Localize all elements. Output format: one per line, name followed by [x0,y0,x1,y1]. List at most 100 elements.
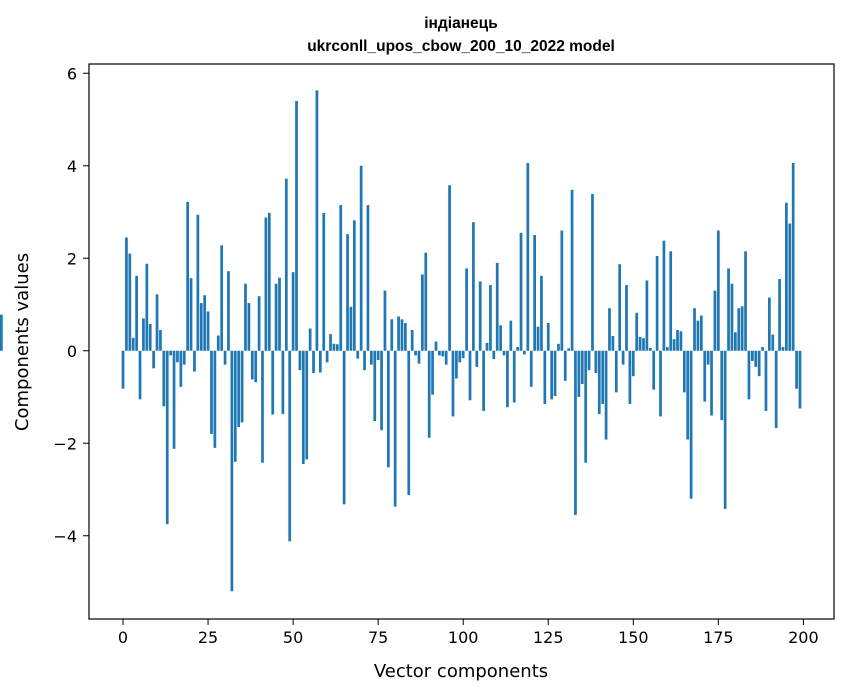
bar-141 [601,350,605,404]
bar-78 [387,350,390,468]
bar-series [0,90,802,592]
bar-110 [495,262,499,351]
bar-11 [159,329,162,351]
bar-73 [369,350,373,365]
bar-82 [400,319,404,351]
bar-8 [148,323,152,351]
bar-176 [720,350,724,421]
bar-199 [798,350,802,409]
bar-126 [550,350,554,400]
bar-1 [125,237,128,351]
bar-179 [730,283,734,351]
bar-132 [570,189,574,351]
bar-161 [669,251,673,351]
bar-195 [785,202,788,351]
bar-185 [751,350,754,361]
bar-26 [210,350,213,434]
bar-undefined [0,314,3,351]
bar-64 [339,205,343,351]
x-tick-label-200: 200 [788,628,819,647]
bar-87 [417,350,421,364]
bar-50 [291,272,295,351]
bar-130 [563,350,567,381]
bar-49 [288,350,292,542]
bar-149 [628,350,632,404]
chart-title-line-2: ukrconll_upos_cbow_200_10_2022 model [307,38,615,55]
bar-47 [281,350,285,415]
bar-138 [591,193,594,351]
bar-191 [771,334,775,351]
bar-4 [135,275,138,351]
chart-title-line-1: індіанець [424,15,497,32]
bar-45 [274,283,278,351]
bar-188 [761,347,764,351]
bar-56 [312,350,315,373]
bar-127 [553,350,557,397]
bar-95 [444,350,448,365]
bar-168 [693,308,696,351]
bar-105 [478,281,482,351]
bar-129 [560,230,564,351]
bar-107 [485,342,489,351]
bar-94 [441,350,445,357]
bar-20 [189,278,193,351]
bar-75 [376,350,380,360]
bar-36 [244,283,247,351]
bar-31 [227,271,230,351]
bar-80 [393,350,397,507]
bar-143 [608,308,611,351]
bar-180 [733,332,737,351]
bar-117 [519,232,523,351]
bar-9 [152,350,155,369]
bar-181 [737,308,741,351]
bar-57 [315,90,319,351]
bar-169 [696,320,700,351]
bar-52 [298,350,302,371]
bar-109 [492,350,496,360]
x-tick-label-125: 125 [533,628,564,647]
bar-69 [356,350,360,359]
bar-162 [672,339,676,351]
bar-120 [529,350,533,387]
bar-170 [699,315,703,351]
bar-155 [648,347,652,351]
bar-125 [546,323,550,351]
bar-172 [706,350,710,365]
bar-46 [278,277,281,351]
bar-163 [676,329,679,351]
bar-145 [614,350,618,393]
bar-6 [142,318,145,351]
bar-159 [662,240,666,351]
bar-54 [305,350,309,460]
bar-190 [768,297,771,351]
bar-22 [196,214,200,351]
bar-134 [577,350,581,397]
bar-153 [642,338,645,351]
bar-196 [788,223,792,351]
y-tick-label-4: 4 [67,157,77,176]
bar-123 [540,275,543,351]
bar-142 [604,350,608,440]
x-tick-label-150: 150 [618,628,649,647]
bar-67 [349,306,353,351]
bar-90 [427,350,431,438]
bar-157 [655,255,659,351]
bar-42 [264,217,268,351]
bar-118 [523,350,526,355]
bar-108 [489,285,492,351]
bar-28 [216,335,220,351]
bar-0 [121,350,125,389]
bar-197 [791,162,795,351]
bar-18 [182,350,186,365]
bar-178 [727,268,730,351]
bar-135 [580,350,584,385]
bar-72 [366,205,370,351]
bar-198 [795,350,798,389]
bar-184 [747,350,751,400]
bar-89 [424,252,428,351]
bar-148 [625,285,628,351]
bar-71 [363,350,366,371]
bar-35 [240,350,244,423]
bar-24 [203,295,207,351]
